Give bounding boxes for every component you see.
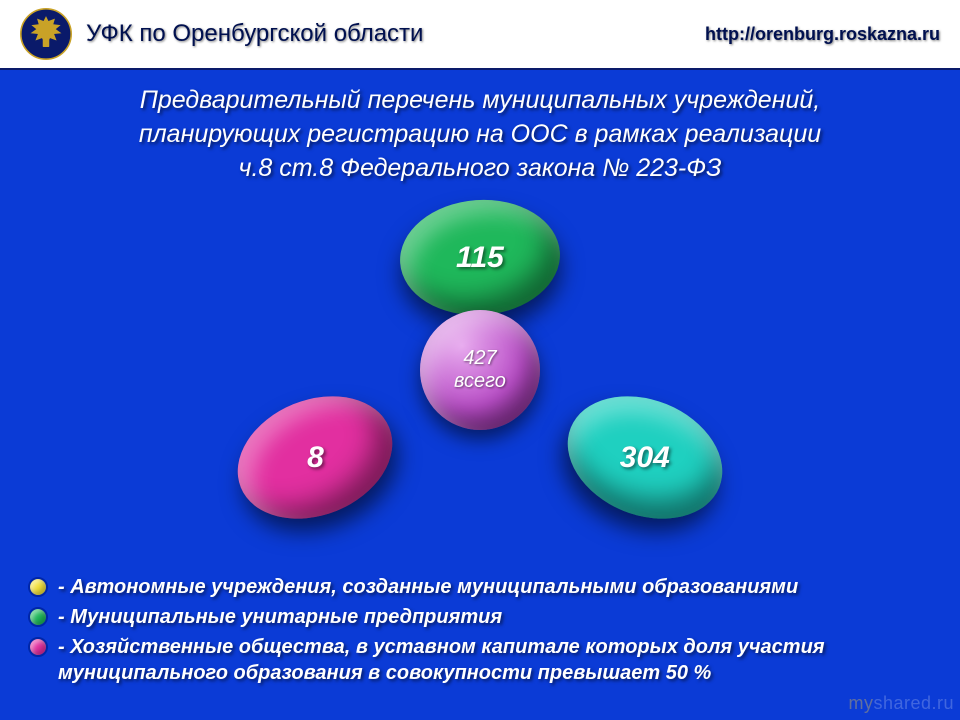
legend-dot-icon [28, 577, 48, 597]
radial-diagram: 115 304 8 427 всего [0, 195, 960, 545]
petal-value: 115 [456, 241, 504, 275]
org-title: УФК по Оренбургской области [86, 20, 705, 48]
legend: - Автономные учреждения, созданные муниц… [28, 574, 890, 690]
watermark-right: shared.ru [873, 693, 954, 713]
emblem-icon [20, 8, 72, 60]
header-bar: УФК по Оренбургской области http://orenb… [0, 0, 960, 70]
petal-right: 304 [549, 374, 740, 541]
slide-title: Предварительный перечень муниципальных у… [0, 70, 960, 195]
legend-text: - Хозяйственные общества, в уставном кап… [58, 634, 890, 686]
legend-dot-icon [28, 607, 48, 627]
center-label: всего [454, 370, 506, 393]
petal-value: 304 [620, 441, 670, 475]
legend-row: - Муниципальные унитарные предприятия [28, 604, 890, 630]
title-line: Предварительный перечень муниципальных у… [40, 84, 920, 118]
legend-row: - Хозяйственные общества, в уставном кап… [28, 634, 890, 686]
diagram-center: 427 всего [420, 310, 540, 430]
title-line: планирующих регистрацию на ООС в рамках … [40, 118, 920, 152]
petal-left: 8 [219, 374, 410, 541]
legend-text: - Автономные учреждения, созданные муниц… [58, 574, 890, 600]
legend-dot-icon [28, 637, 48, 657]
watermark-left: my [848, 693, 873, 713]
center-value: 427 [463, 347, 496, 370]
legend-row: - Автономные учреждения, созданные муниц… [28, 574, 890, 600]
petal-value: 8 [307, 441, 324, 475]
legend-text: - Муниципальные унитарные предприятия [58, 604, 890, 630]
header-url[interactable]: http://orenburg.roskazna.ru [705, 24, 940, 45]
title-line: ч.8 ст.8 Федерального закона № 223-ФЗ [40, 152, 920, 186]
petal-top: 115 [396, 195, 564, 321]
watermark: myshared.ru [848, 693, 954, 714]
